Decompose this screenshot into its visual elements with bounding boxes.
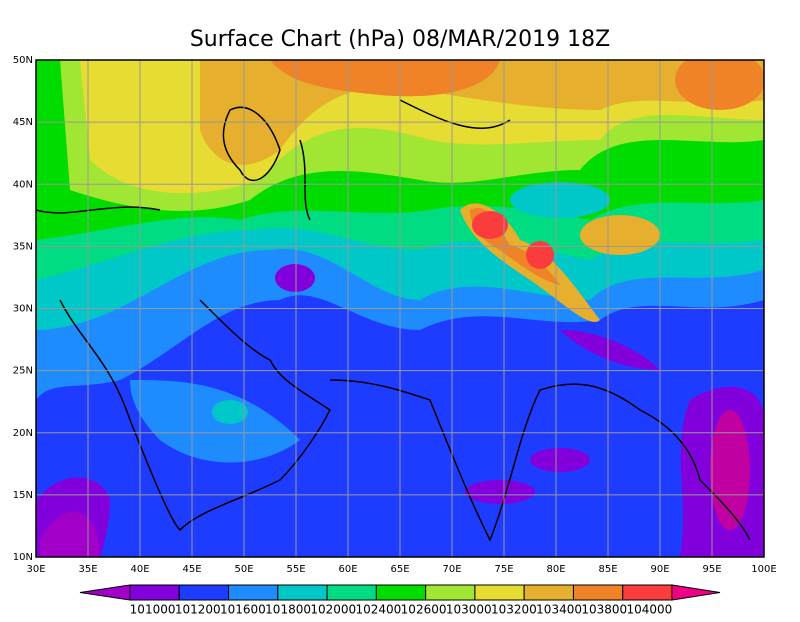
- colorbar-label: 101000: [130, 603, 176, 617]
- colorbar-swatch: [375, 584, 427, 601]
- colorbar-swatch: [572, 584, 624, 601]
- x-tick-label: 75E: [494, 564, 513, 575]
- colorbar-arrow: [79, 584, 131, 601]
- y-tick-label: 30N: [13, 304, 33, 315]
- colorbar-swatch: [622, 584, 673, 601]
- y-tick-label: 25N: [13, 366, 33, 377]
- colorbar: 101000 101200 101600 101800 102000 102400 1026…: [79, 584, 721, 617]
- x-tick-label: 70E: [442, 564, 461, 575]
- colorbar-swatch: [228, 584, 279, 601]
- map-frame: [35, 59, 765, 558]
- colorbar-swatch: [474, 584, 525, 601]
- y-tick-label: 20N: [13, 428, 33, 439]
- colorbar-label: 103200: [491, 603, 537, 617]
- x-tick-label: 100E: [751, 564, 776, 575]
- colorbar-swatch: [425, 584, 476, 601]
- x-tick-label: 80E: [546, 564, 565, 575]
- colorbar-label: 102400: [356, 603, 402, 617]
- axes: 30E 35E 40E 45E 50E 55E 60E 65E 70E 75E 80E 85E 90E 9…: [13, 55, 777, 575]
- colorbar-label: 103400: [536, 603, 582, 617]
- x-tick-label: 55E: [286, 564, 305, 575]
- x-tick-label: 85E: [598, 564, 617, 575]
- coastlines: [36, 99, 751, 542]
- x-tick-label: 60E: [338, 564, 357, 575]
- colorbar-swatch: [326, 584, 377, 601]
- colorbar-label: 104000: [627, 603, 673, 617]
- y-tick-label: 10N: [13, 552, 33, 563]
- colorbar-label: 103000: [446, 603, 492, 617]
- x-tick-label: 50E: [234, 564, 253, 575]
- colorbar-label: 102600: [401, 603, 447, 617]
- colorbar-arrow: [671, 584, 721, 601]
- x-tick-label: 65E: [390, 564, 409, 575]
- colorbar-label: 101800: [265, 603, 311, 617]
- colorbar-swatch: [178, 584, 230, 601]
- colorbar-label: 101200: [175, 603, 221, 617]
- x-tick-label: 45E: [182, 564, 201, 575]
- colorbar-swatch: [523, 584, 574, 601]
- x-tick-label: 90E: [650, 564, 669, 575]
- y-tick-label: 35N: [13, 241, 33, 252]
- x-tick-label: 95E: [702, 564, 721, 575]
- title: Surface Chart (hPa) 08/MAR/2019 18Z: [190, 27, 610, 52]
- y-tick-label: 40N: [13, 179, 33, 190]
- y-tick-label: 15N: [13, 490, 33, 501]
- pressure-field: [36, 60, 764, 557]
- colorbar-label: 102000: [310, 603, 356, 617]
- x-tick-label: 30E: [26, 564, 45, 575]
- colorbar-label: 101600: [220, 603, 266, 617]
- y-tick-label: 45N: [13, 117, 33, 128]
- x-tick-label: 40E: [130, 564, 149, 575]
- colorbar-swatch: [277, 584, 328, 601]
- y-tick-label: 50N: [13, 55, 33, 66]
- colorbar-label: 103800: [581, 603, 627, 617]
- colorbar-swatch: [129, 584, 180, 601]
- x-tick-label: 35E: [78, 564, 97, 575]
